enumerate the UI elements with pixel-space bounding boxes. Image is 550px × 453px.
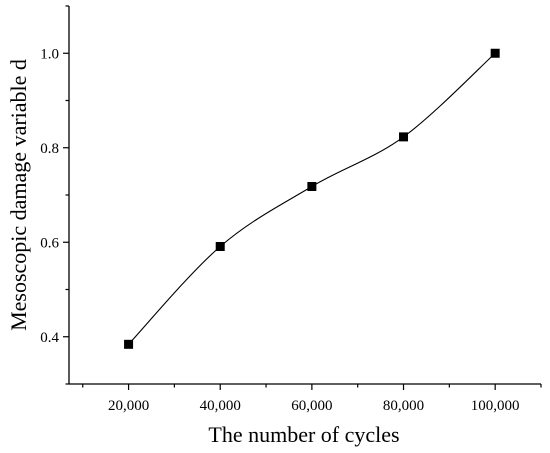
data-point [215, 242, 225, 252]
x-tick-label: 100,000 [471, 398, 520, 414]
x-tick-label: 20,000 [108, 398, 149, 414]
data-point [490, 48, 500, 58]
y-ticks: 0.4 0.6 0.8 1.0 [40, 5, 69, 385]
y-tick-label: 0.6 [40, 235, 59, 251]
x-tick-label: 40,000 [200, 398, 241, 414]
x-axis-title: The number of cycles [208, 422, 399, 447]
y-tick-label: 0.4 [40, 330, 59, 346]
y-tick-label: 0.8 [40, 141, 59, 157]
plot-frame [68, 6, 541, 385]
x-ticks: 20,000 40,000 60,000 80,000 100,000 [82, 384, 542, 414]
y-axis-title: Mesoscopic damage variable d [6, 59, 31, 331]
series-layer [124, 48, 500, 349]
data-point [307, 181, 317, 191]
data-point [399, 132, 409, 142]
series-line [128, 52, 496, 345]
x-tick-label: 80,000 [383, 398, 424, 414]
data-point [124, 339, 134, 349]
x-tick-label: 60,000 [291, 398, 332, 414]
y-tick-label: 1.0 [40, 46, 59, 62]
